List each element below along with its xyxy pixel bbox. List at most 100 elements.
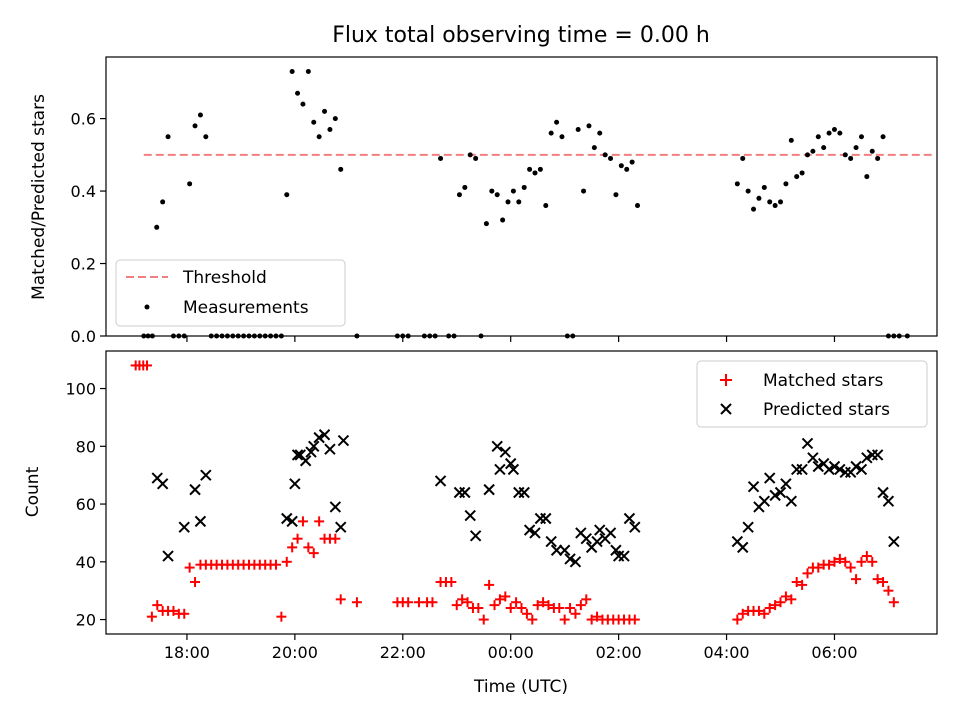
- predicted-stars-point: [523, 524, 536, 536]
- predicted-stars-point: [189, 483, 201, 496]
- measurement-point: [602, 152, 608, 158]
- measurement-point: [751, 206, 757, 212]
- bottom-x-tick-label: 04:00: [703, 643, 749, 662]
- measurement-point: [446, 333, 452, 339]
- measurement-point: [885, 333, 891, 339]
- measurement-point: [165, 134, 171, 140]
- matched-stars-point: [770, 600, 781, 611]
- measurement-point: [788, 137, 794, 143]
- matched-stars-point: [780, 591, 791, 602]
- matched-stars-point: [581, 594, 592, 605]
- matched-stars-point: [500, 591, 511, 602]
- bottom-x-tick-label: 02:00: [596, 643, 642, 662]
- measurement-point: [467, 152, 473, 158]
- measurement-point: [548, 130, 554, 136]
- legend-predicted-swatch: [720, 403, 732, 415]
- top-legend-box: [115, 259, 346, 327]
- axis-ticks: 0.0 0.2 0.4 0.6 20 40 60 80 100 18:00 20:00 22:00 00…: [65, 110, 857, 662]
- measurement-point: [405, 333, 411, 339]
- top-y-axis-label: Matched/Predicted stars: [29, 94, 49, 300]
- measurement-point: [327, 126, 333, 132]
- legend-measurements-label: Measurements: [183, 298, 309, 318]
- measurement-point: [608, 155, 614, 161]
- matched-stars-point: [786, 594, 797, 605]
- predicted-stars-point: [618, 550, 630, 562]
- predicted-stars-point: [499, 446, 512, 458]
- bottom-data-marks: [130, 360, 900, 625]
- predicted-stars-point: [491, 440, 503, 453]
- measurement-point: [635, 203, 641, 209]
- measurement-point: [268, 333, 274, 339]
- measurement-point: [745, 188, 751, 194]
- legend-predicted-label: Predicted stars: [763, 400, 890, 420]
- matched-stars-point: [824, 559, 835, 570]
- measurement-point: [438, 155, 444, 161]
- measurement-point: [815, 134, 821, 140]
- matched-stars-point: [403, 597, 414, 608]
- matched-stars-point: [759, 608, 770, 619]
- predicted-stars-point: [780, 478, 792, 490]
- predicted-stars-point: [591, 535, 603, 548]
- predicted-stars-point: [594, 524, 606, 536]
- matched-stars-point: [538, 597, 549, 608]
- predicted-stars-point: [742, 521, 754, 533]
- measurement-point: [564, 333, 570, 339]
- predicted-stars-point: [785, 495, 798, 507]
- measurement-point: [734, 181, 740, 187]
- matched-stars-point: [834, 553, 845, 564]
- measurement-point: [629, 159, 635, 165]
- measurement-point: [896, 333, 902, 339]
- matched-stars-point: [297, 516, 308, 527]
- predicted-stars-point: [518, 486, 530, 499]
- measurement-point: [521, 184, 527, 190]
- predicted-stars-point: [737, 541, 749, 554]
- measurement-point: [262, 333, 268, 339]
- matched-stars-point: [521, 608, 532, 619]
- matched-stars-point: [146, 611, 157, 622]
- bottom-y-tick-label: 80: [76, 437, 96, 456]
- matched-stars-point: [732, 614, 743, 625]
- matched-stars-point: [629, 614, 640, 625]
- measurement-point: [338, 166, 344, 172]
- measurement-point: [543, 203, 549, 209]
- predicted-stars-point: [313, 431, 325, 444]
- measurement-point: [483, 221, 489, 227]
- measurement-point: [284, 192, 290, 198]
- x-axis-label: Time (UTC): [473, 677, 568, 697]
- matched-stars-point: [511, 597, 522, 608]
- matched-stars-point: [764, 603, 775, 614]
- predicted-stars-point: [823, 463, 835, 476]
- predicted-stars-point: [291, 449, 304, 461]
- measurement-point: [462, 184, 468, 190]
- measurement-point: [618, 163, 624, 169]
- matched-stars-point: [592, 611, 603, 622]
- measurement-point: [311, 119, 317, 125]
- top-y-tick-label: 0.6: [71, 110, 96, 129]
- predicted-stars-point: [459, 486, 471, 499]
- measurement-point: [394, 333, 400, 339]
- measurement-point: [421, 333, 427, 339]
- predicted-stars-point: [629, 521, 641, 533]
- matched-stars-point: [872, 574, 883, 585]
- bottom-y-tick-label: 100: [65, 380, 96, 399]
- predicted-stars-point: [529, 527, 541, 539]
- measurement-point: [451, 333, 457, 339]
- matched-stars-point: [516, 603, 527, 614]
- bottom-y-tick-label: 40: [76, 553, 96, 572]
- measurement-point: [527, 166, 533, 172]
- measurement-point: [289, 68, 295, 74]
- measurement-point: [821, 145, 827, 151]
- measurement-point: [300, 101, 306, 107]
- measurement-point: [831, 126, 837, 132]
- measurement-point: [891, 333, 897, 339]
- predicted-stars-point: [308, 440, 320, 453]
- measurement-point: [322, 108, 328, 114]
- predicted-stars-point: [888, 535, 900, 548]
- measurement-point: [510, 188, 516, 194]
- bottom-x-tick-label: 06:00: [811, 643, 857, 662]
- matched-stars-point: [883, 585, 894, 596]
- measurement-point: [853, 145, 859, 151]
- measurement-point: [826, 130, 832, 136]
- predicted-stars-point: [305, 446, 317, 458]
- predicted-stars-point: [464, 509, 476, 522]
